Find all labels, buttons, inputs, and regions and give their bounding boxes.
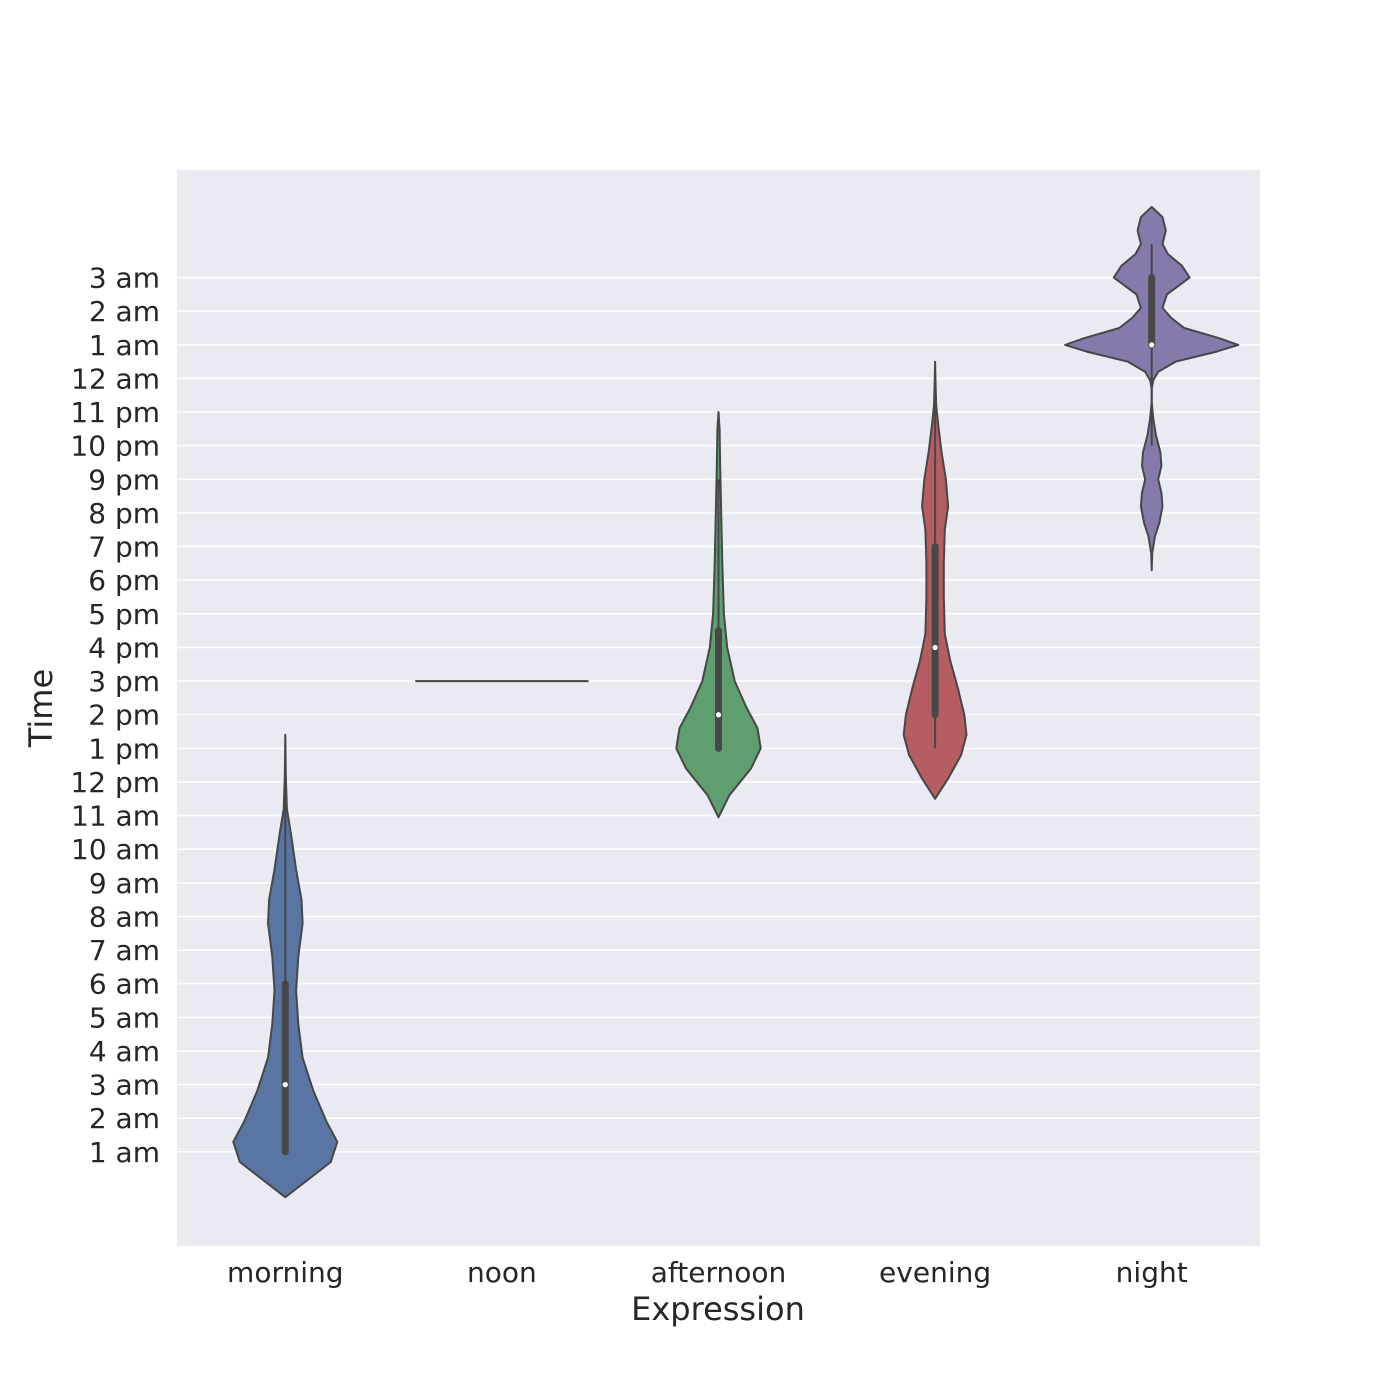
x-axis-label: Expression (631, 1290, 805, 1328)
y-tick-label: 1 pm (88, 732, 160, 765)
y-tick-label: 7 pm (88, 531, 160, 564)
y-tick-label: 3 am (89, 262, 160, 295)
y-tick-label: 2 am (89, 295, 160, 328)
y-axis-label: Time (22, 669, 60, 748)
y-tick-label: 9 am (89, 867, 160, 900)
y-tick-label: 12 pm (70, 766, 160, 799)
y-tick-label: 10 pm (70, 430, 160, 463)
x-tick-label-noon: noon (467, 1256, 537, 1289)
y-tick-label: 5 am (89, 1001, 160, 1034)
y-tick-label: 2 am (89, 1102, 160, 1135)
violins (232, 206, 1240, 1199)
y-tick-label: 6 pm (88, 564, 160, 597)
median-marker-night (1149, 342, 1155, 348)
x-tick-labels: morning noon afternoon evening night (227, 1256, 1188, 1289)
x-tick-label-morning: morning (227, 1256, 343, 1289)
y-tick-label: 11 pm (70, 396, 160, 429)
x-tick-label-night: night (1116, 1256, 1188, 1289)
y-tick-label: 1 am (89, 329, 160, 362)
median-marker-morning (282, 1082, 288, 1088)
x-tick-label-evening: evening (879, 1256, 991, 1289)
median-marker-evening (932, 644, 938, 651)
y-tick-label: 5 pm (88, 598, 160, 631)
y-tick-label: 7 am (89, 934, 160, 967)
median-marker-afternoon (715, 712, 722, 718)
y-tick-label: 4 am (89, 1035, 160, 1068)
y-tick-label: 11 am (71, 800, 160, 833)
y-tick-label: 8 am (89, 900, 160, 933)
y-tick-label: 3 am (89, 1069, 160, 1102)
y-tick-label: 10 am (71, 833, 160, 866)
y-tick-label: 4 pm (88, 631, 160, 664)
x-tick-label-afternoon: afternoon (651, 1256, 787, 1289)
y-tick-label: 9 pm (88, 463, 160, 496)
y-tick-label: 2 pm (88, 699, 160, 732)
y-tick-label: 6 am (89, 968, 160, 1001)
y-tick-label: 12 am (71, 362, 160, 395)
y-tick-label: 8 pm (88, 497, 160, 530)
y-tick-label: 1 am (89, 1136, 160, 1169)
y-tick-label: 3 pm (88, 665, 160, 698)
